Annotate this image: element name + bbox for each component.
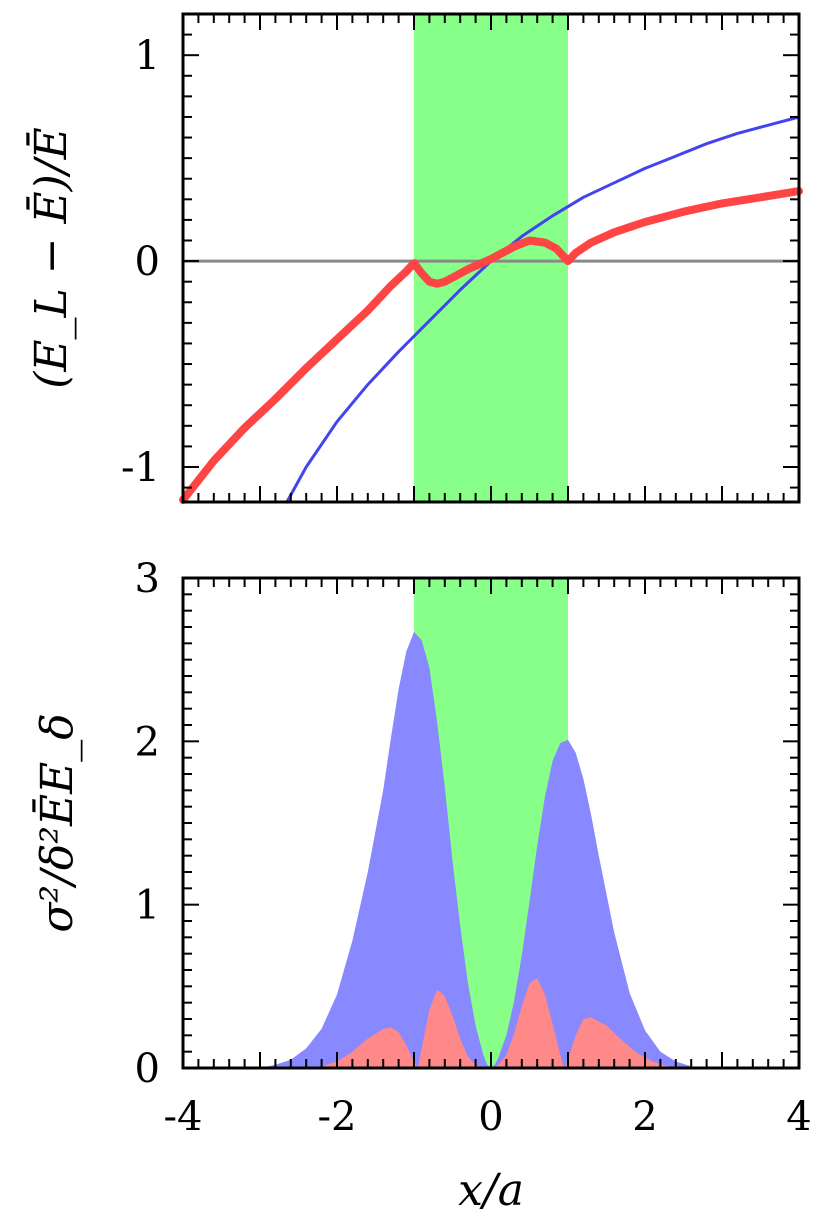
top-y-axis-label: (E_L − Ē)/Ē	[25, 127, 77, 389]
top-y-tick-label: 1	[135, 33, 160, 79]
bot-y-tick-label: 0	[135, 1046, 160, 1092]
top-y-tick-label: -1	[121, 445, 160, 491]
bottom-plot-frame	[181, 576, 801, 1070]
bot-y-tick-label: 2	[135, 719, 160, 765]
bot-x-tick-label: -2	[318, 1094, 357, 1140]
x-axis-label: x/a	[458, 1165, 524, 1216]
bot-y-tick-label: 1	[135, 883, 160, 929]
bot-y-tick-label: 3	[135, 556, 160, 602]
bot-x-tick-label: 4	[786, 1094, 811, 1140]
top-y-tick-label: 0	[135, 239, 160, 285]
top-line-series-0	[285, 115, 801, 504]
bot-x-tick-label: 2	[632, 1094, 657, 1140]
top-line-series-1	[179, 187, 803, 504]
top-panel: 1 0 -1 (E_L − Ē)/Ē	[25, 12, 803, 504]
bot-x-tick-label: 0	[478, 1094, 503, 1140]
bottom-y-axis-label: σ²/δ²ĒE_δ	[31, 713, 83, 932]
top-plot-frame	[181, 12, 801, 504]
bot-x-tick-label: -4	[164, 1094, 203, 1140]
bot-area-series-0	[260, 631, 722, 1068]
bot-area-series-1	[306, 978, 684, 1068]
